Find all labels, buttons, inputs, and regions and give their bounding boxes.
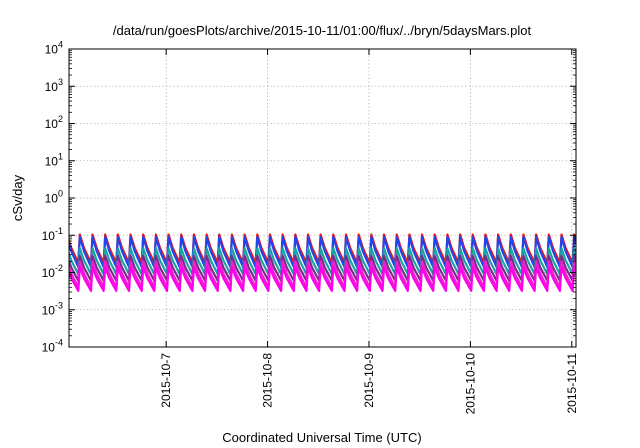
plot-background — [69, 49, 576, 347]
series-line — [69, 235, 576, 269]
y-tick-label: 104 — [45, 40, 63, 57]
x-tick-label: 2015-10-10 — [463, 353, 477, 415]
y-tick-label: 10-1 — [42, 226, 63, 243]
y-tick-label: 10-3 — [42, 300, 63, 317]
y-axis-label: cSv/day — [10, 174, 25, 221]
y-tick-label: 10-2 — [42, 263, 63, 280]
x-axis-label: Coordinated Universal Time (UTC) — [222, 430, 421, 445]
y-tick-label: 103 — [45, 77, 63, 94]
y-tick-label: 101 — [45, 151, 63, 168]
x-axis: 2015-10-7 2015-10-8 2015-10-9 2015-10-10 201… — [159, 49, 579, 414]
y-tick-label: 102 — [45, 114, 63, 131]
series-line — [69, 254, 576, 282]
series-line — [69, 266, 576, 292]
y-axis: 10-4 10-3 10-2 10-1 100 101 102 103 104 — [42, 40, 576, 355]
chart-title: /data/run/goesPlots/archive/2015-10-11/0… — [113, 23, 532, 38]
series-layer — [69, 233, 576, 292]
x-tick-label: 2015-10-8 — [261, 353, 275, 408]
series-line — [69, 233, 576, 265]
x-tick-label: 2015-10-9 — [362, 353, 376, 408]
x-tick-label: 2015-10-7 — [159, 353, 173, 408]
series-line — [69, 260, 576, 289]
y-tick-label: 100 — [45, 189, 63, 206]
series-line — [69, 247, 576, 276]
y-tick-label: 10-4 — [42, 338, 63, 355]
x-tick-label: 2015-10-11 — [565, 353, 579, 414]
